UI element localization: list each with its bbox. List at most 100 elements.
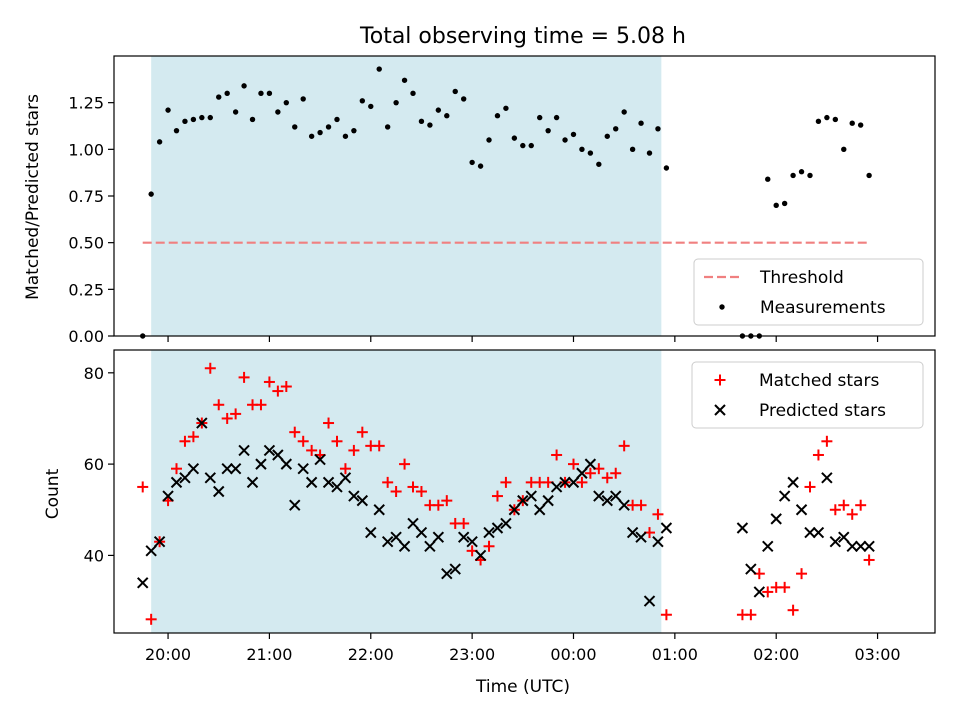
marker-stroke [170, 476, 183, 489]
bottom-predicted-point [297, 462, 309, 475]
top-measurement-point [655, 126, 661, 132]
marker-stroke [297, 462, 309, 475]
top-measurement-point [368, 103, 374, 110]
bottom-matched-point [745, 609, 757, 621]
bottom-matched-point [187, 431, 199, 443]
bottom-matched-point [373, 440, 385, 452]
top-measurement-point [376, 66, 382, 72]
top-measurement-point [393, 99, 399, 106]
bottom-predicted-point [272, 449, 284, 461]
marker-stroke [635, 531, 647, 543]
legend-label-measurements: Measurements [760, 298, 886, 318]
top-measurement-point [638, 120, 644, 126]
bottom-predicted-point [576, 467, 588, 479]
marker-stroke [854, 540, 867, 552]
x-tick-label: 21:00 [246, 645, 292, 664]
bottom-predicted-point [787, 476, 799, 489]
bottom-shaded-span [151, 350, 662, 633]
legend-label-matched: Matched stars [759, 371, 879, 391]
bottom-predicted-point [838, 531, 850, 543]
marker-stroke [339, 472, 352, 484]
marker-stroke [610, 490, 622, 502]
marker-stroke [213, 485, 225, 498]
bottom-matched-point [551, 449, 563, 461]
bottom-matched-point [441, 495, 453, 507]
bottom-predicted-point [474, 549, 487, 562]
marker-stroke [196, 417, 208, 429]
marker-stroke [762, 540, 774, 552]
bottom-predicted-point [415, 526, 428, 539]
bottom-predicted-point [390, 531, 402, 543]
top-panel: 0.00 0.25 0.50 0.75 1.00 1.25 Threshold Measure… [68, 55, 936, 346]
bottom-matched-point [255, 399, 267, 411]
top-measurement-point [359, 98, 366, 104]
top-measurement-point [613, 126, 619, 132]
bottom-predicted-point [778, 490, 791, 502]
top-measurement-point [520, 142, 526, 149]
top-measurement-point [646, 150, 653, 156]
marker-stroke [179, 472, 191, 484]
marker-stroke [576, 467, 588, 479]
top-measurement-point [629, 146, 636, 153]
bottom-matched-point [491, 490, 503, 502]
marker-stroke [441, 567, 453, 580]
marker-stroke [415, 526, 428, 539]
marker-stroke [550, 481, 563, 493]
marker-stroke [787, 476, 799, 489]
x-tick-label: 02:00 [753, 645, 799, 664]
bottom-matched-point [829, 504, 841, 516]
top-measurement-point [249, 116, 256, 123]
bottom-predicted-point [331, 481, 343, 493]
bottom-predicted-point [179, 472, 191, 484]
marker-stroke [255, 458, 267, 470]
bottom-matched-point [331, 435, 343, 447]
bottom-predicted-point [812, 526, 825, 539]
bottom-predicted-point [170, 476, 183, 489]
bottom-predicted-point [652, 536, 664, 548]
marker-stroke [381, 536, 394, 548]
top-measurement-point [841, 146, 847, 153]
bottom-predicted-point [137, 577, 149, 589]
bottom-matched-point [762, 586, 774, 598]
bottom-axes-frame [113, 349, 936, 634]
marker-stroke [863, 540, 875, 552]
marker-stroke [584, 458, 597, 470]
top-measurement-point [342, 133, 349, 139]
marker-stroke [778, 490, 791, 502]
bottom-matched-point [458, 517, 470, 529]
top-measurement-point [562, 137, 568, 143]
bottom-predicted-point [517, 494, 529, 507]
bottom-matched-point [618, 440, 630, 452]
bottom-matched-point [238, 371, 250, 383]
top-measurement-point [832, 116, 839, 123]
bottom-predicted-point [618, 499, 630, 511]
bottom-predicted-point [804, 526, 816, 539]
bottom-predicted-point [660, 522, 673, 534]
marker-stroke [567, 476, 580, 489]
top-measurement-point [528, 142, 534, 149]
bottom-matched-point [348, 444, 360, 456]
top-measurement-point [427, 122, 433, 128]
top-y-tick-label: 0.75 [68, 187, 104, 206]
bottom-matched-point [339, 463, 351, 475]
bottom-predicted-point [643, 595, 656, 607]
top-measurement-point [773, 202, 779, 209]
top-measurement-point [452, 88, 458, 95]
marker-stroke [542, 494, 554, 507]
top-measurement-point [216, 94, 222, 100]
top-measurement-point [824, 114, 830, 121]
bottom-matched-point [204, 362, 216, 374]
bottom-legend: Matched stars Predicted stars [691, 361, 924, 429]
bottom-predicted-point [559, 476, 571, 489]
chart-title: Total observing time = 5.08 h [359, 24, 686, 49]
top-shaded-span [151, 56, 662, 336]
top-y-tick-label: 0.50 [68, 234, 104, 253]
bottom-predicted-point [745, 563, 757, 575]
bottom-predicted-point [762, 540, 774, 552]
bottom-predicted-point [229, 462, 242, 475]
top-measurement-point [401, 77, 408, 83]
top-measurement-point [765, 176, 771, 182]
marker-stroke [821, 472, 833, 484]
x-tick-label: 03:00 [855, 645, 901, 664]
